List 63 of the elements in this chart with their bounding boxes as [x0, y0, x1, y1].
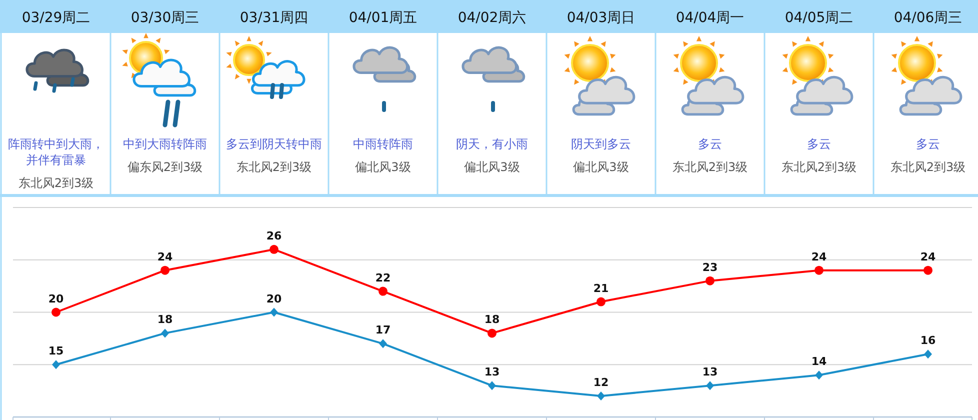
x-tick-label: 03/29周二: [22, 10, 90, 26]
data-label: 15: [48, 344, 64, 358]
x-tick-label: 04/06周三: [894, 10, 962, 26]
x-tick-label: 03/31周四: [240, 10, 308, 26]
x-tick-label: 04/05周二: [784, 10, 854, 26]
data-label: 24: [920, 250, 936, 264]
data-label: 26: [266, 229, 282, 242]
text: 偏北风3级: [463, 159, 521, 175]
data-label: 18: [484, 313, 500, 326]
text: 东北风2到3级: [671, 159, 749, 175]
x-tick-label: 04/04周一: [676, 10, 744, 26]
point: [815, 370, 823, 380]
point: [596, 297, 606, 306]
text: 东北风2到3级: [780, 159, 858, 175]
x-tick-label: 04/03周日: [566, 10, 636, 26]
text: 偏北风3级: [572, 159, 630, 175]
text: 偏北风3级: [354, 159, 412, 175]
data-label: 24: [157, 250, 173, 264]
text: 中雨转阵雨: [352, 136, 414, 152]
x-tick-label: 04/02周六: [458, 10, 526, 26]
text: 多云: [806, 136, 832, 152]
data-label: 13: [484, 366, 500, 379]
point: [161, 328, 169, 338]
data-label: 20: [48, 292, 64, 306]
data-label: 17: [375, 324, 391, 337]
text: 多云到阴天转中雨: [225, 136, 323, 152]
data-label: 21: [593, 282, 609, 295]
point: [924, 266, 932, 275]
data-label: 23: [702, 260, 718, 274]
text: 多云: [697, 136, 723, 152]
point: [924, 350, 932, 359]
text: 阴天，有小雨: [455, 136, 529, 152]
data-label: 22: [375, 271, 391, 284]
point: [379, 339, 387, 348]
point: [488, 328, 496, 338]
point: [270, 244, 278, 254]
point: [52, 308, 60, 317]
x-tick-label: 03/30周三: [130, 10, 200, 26]
text: 东北风2到3级: [17, 175, 95, 191]
x-tick-label: 04/01周五: [348, 10, 418, 26]
point: [597, 392, 605, 401]
data-label: 14: [811, 355, 827, 368]
data-label: 20: [266, 292, 282, 306]
point: [706, 276, 714, 286]
text: 东北风2到3级: [889, 159, 967, 175]
point: [52, 360, 60, 370]
point: [706, 381, 714, 390]
text: 阴天到多云: [570, 136, 632, 152]
text: 阵雨转中到大雨，并伴有雷暴: [7, 136, 105, 168]
data-label: 24: [811, 250, 827, 264]
data-label: 18: [157, 313, 173, 326]
text: 中到大雨转阵雨: [122, 136, 208, 152]
point: [814, 266, 824, 275]
point: [160, 266, 170, 275]
data-label: 13: [702, 366, 718, 379]
point: [378, 286, 388, 296]
data-label: 12: [593, 376, 609, 390]
text: 东北风2到3级: [235, 159, 313, 175]
point: [488, 381, 496, 390]
text: 多云: [915, 136, 941, 152]
point: [270, 308, 278, 317]
data-label: 16: [920, 334, 936, 348]
text: 偏东风2到3级: [126, 159, 204, 175]
